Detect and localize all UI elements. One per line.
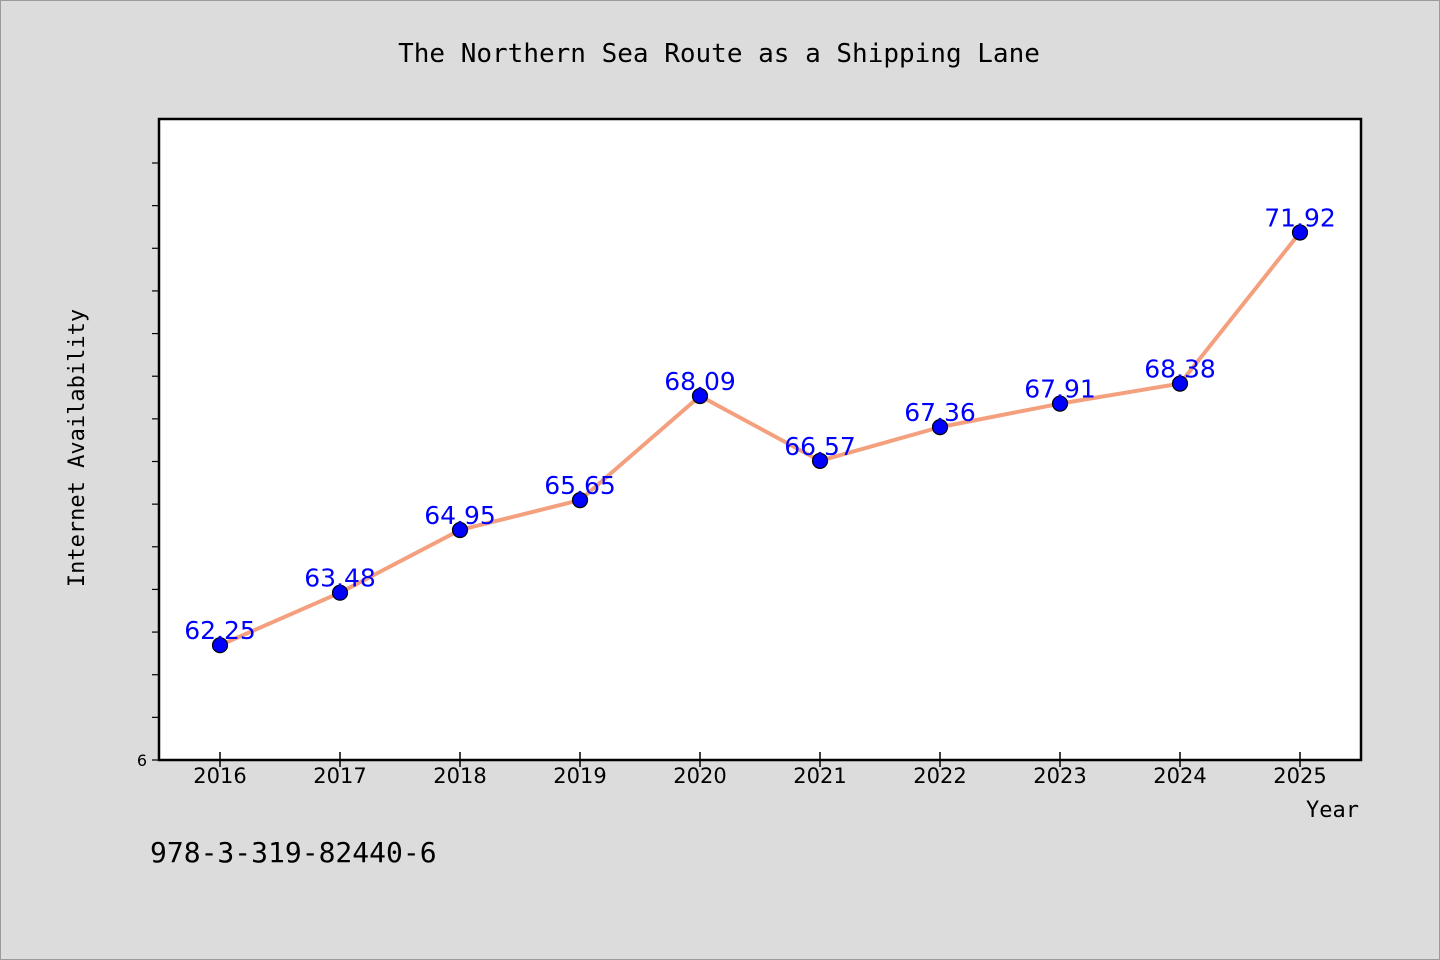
y-tick-label: 6 — [137, 751, 147, 770]
x-axis-ticks: 2016 2017 2018 2019 2020 2021 2022 2023 2024 2025 — [193, 752, 1327, 788]
x-tick-label-2017: 2017 — [313, 764, 366, 788]
data-labels-group: 62.25 63.48 64.95 65.65 68.09 66.57 67.36 67.91… — [184, 204, 1336, 646]
data-point-2019 — [571, 492, 589, 509]
x-tick-label-2023: 2023 — [1033, 764, 1086, 788]
data-point-2018 — [451, 521, 469, 539]
x-tick-label-2019: 2019 — [553, 764, 606, 788]
chart-title: The Northern Sea Route as a Shipping Lan… — [398, 39, 1040, 69]
plot-area — [157, 117, 1363, 762]
data-point-2017 — [331, 584, 349, 601]
x-tick-label-2018: 2018 — [433, 764, 486, 788]
data-point-2021 — [811, 452, 829, 469]
y-axis-ticks: 6 — [137, 162, 159, 770]
data-label-2016: 62.25 — [184, 616, 256, 645]
data-label-2021: 66.57 — [784, 432, 856, 461]
x-tick-label-2021: 2021 — [793, 764, 846, 788]
x-tick-label-2025: 2025 — [1273, 764, 1326, 788]
x-axis-label: Year — [1306, 798, 1359, 823]
data-label-2020: 68.09 — [664, 367, 736, 396]
data-label-2022: 67.36 — [904, 398, 976, 427]
y-axis-label: Internet Availability — [65, 309, 90, 587]
data-label-2025: 71.92 — [1264, 204, 1336, 233]
data-label-2024: 68.38 — [1144, 355, 1216, 384]
data-label-2018: 64.95 — [424, 501, 496, 530]
data-label-2019: 65.65 — [544, 471, 616, 500]
data-point-2025 — [1291, 224, 1309, 241]
data-label-2017: 63.48 — [304, 564, 376, 593]
x-tick-label-2024: 2024 — [1153, 764, 1206, 788]
data-point-2022 — [931, 419, 949, 436]
x-tick-label-2016: 2016 — [193, 764, 246, 788]
isbn-text: 978-3-319-82440-6 — [150, 836, 437, 869]
series-line-group — [218, 230, 1302, 648]
series-line — [218, 230, 1302, 648]
data-label-2023: 67.91 — [1024, 375, 1096, 404]
x-tick-label-2022: 2022 — [913, 764, 966, 788]
data-point-2023 — [1051, 395, 1069, 412]
data-point-2016 — [211, 637, 229, 654]
x-tick-label-2020: 2020 — [673, 764, 726, 788]
data-point-2024 — [1171, 375, 1189, 392]
data-point-2020 — [691, 387, 709, 405]
markers-group — [211, 224, 1309, 654]
